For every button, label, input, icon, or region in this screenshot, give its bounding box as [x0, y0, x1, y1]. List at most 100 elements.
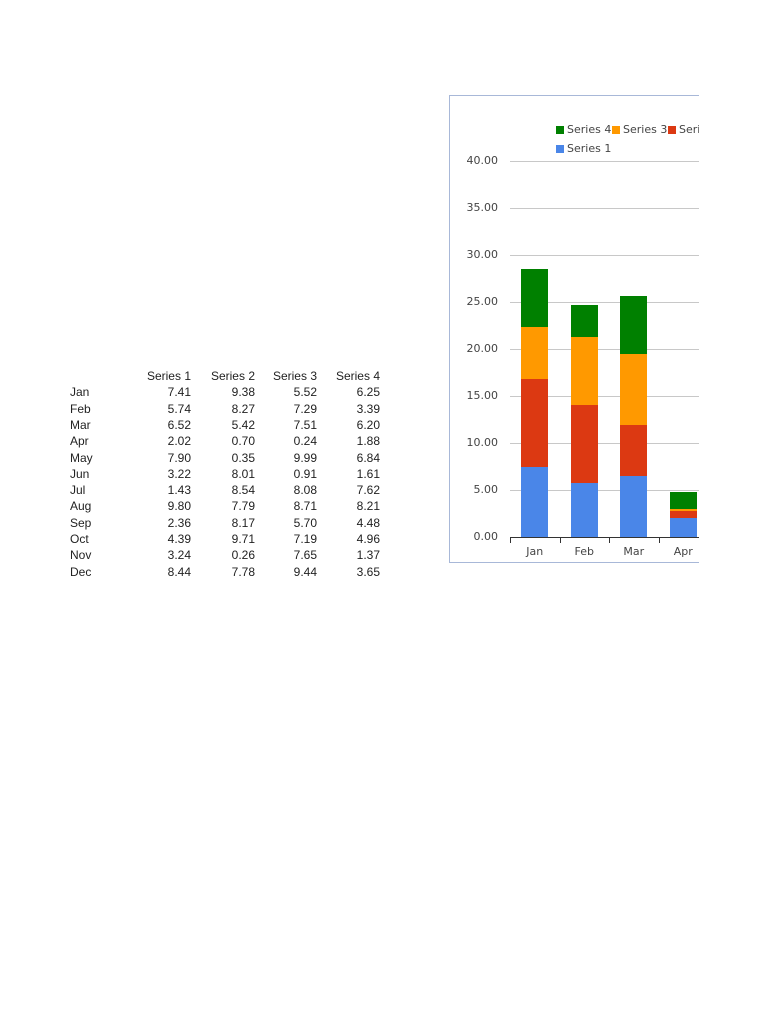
table-row: Nov 3.24 0.26 7.65 1.37: [70, 548, 390, 564]
column-header: Series 2: [210, 369, 255, 383]
legend-label: Series 3: [623, 123, 668, 136]
bar-segment-series-4: [521, 268, 549, 328]
row-label: Sep: [70, 515, 92, 530]
gridline: [510, 443, 699, 444]
column-header: Series 4: [335, 369, 380, 383]
cell-value: 7.19: [293, 532, 317, 546]
cell-value: 6.20: [356, 417, 380, 432]
row-label: Feb: [70, 401, 91, 416]
column-header: Series 3: [272, 369, 317, 383]
table-row: Sep 2.36 8.17 5.70 4.48: [70, 516, 390, 532]
gridline: [510, 396, 699, 397]
cell-value: 6.84: [356, 450, 380, 465]
cell-value: 8.44: [167, 564, 191, 579]
stacked-bar-chart: Series 4 Series 3 Seri Series 1 0.00 5.00 10.…: [449, 95, 699, 563]
row-label: May: [70, 450, 93, 465]
cell-value: 9.80: [167, 499, 191, 514]
legend-swatch-icon: [668, 125, 676, 134]
cell-value: 2.36: [167, 515, 191, 530]
row-label: Nov: [70, 548, 92, 563]
x-axis: [510, 537, 699, 538]
cell-value: 8.54: [231, 483, 255, 498]
cell-value: 5.70: [293, 515, 317, 530]
legend-swatch-icon: [556, 125, 564, 134]
cell-value: 3.22: [167, 466, 191, 481]
gridline: [510, 255, 699, 256]
cell-value: 7.29: [293, 401, 317, 416]
y-tick-label: 15.00: [466, 389, 499, 402]
cell-value: 5.52: [293, 385, 317, 400]
row-label: Oct: [70, 532, 89, 546]
x-tick: [510, 537, 511, 543]
bar-segment-series-2: [669, 511, 697, 518]
cell-value: 6.52: [167, 417, 191, 432]
table-row: Aug 9.80 7.79 8.71 8.21: [70, 499, 390, 515]
y-tick-label: 10.00: [466, 436, 499, 449]
bar-segment-series-1: [521, 467, 549, 537]
table-row: Feb 5.74 8.27 7.29 3.39: [70, 402, 390, 418]
cell-value: 8.71: [293, 499, 317, 514]
row-label: Jun: [70, 466, 90, 481]
table-row: Mar 6.52 5.42 7.51 6.20: [70, 418, 390, 434]
bar-segment-series-4: [620, 295, 648, 355]
legend-item: Series 4: [556, 123, 611, 136]
cell-value: 1.61: [356, 466, 380, 481]
x-tick-label: Mar: [623, 545, 645, 558]
legend-swatch-icon: [556, 144, 564, 153]
cell-value: 2.02: [167, 434, 191, 449]
cell-value: 0.70: [231, 434, 255, 449]
cell-value: 0.26: [231, 548, 255, 563]
cell-value: 7.78: [231, 564, 255, 579]
legend-label: Series 1: [567, 142, 612, 155]
cell-value: 0.91: [293, 466, 317, 481]
gridline: [510, 490, 699, 491]
legend-label: Seri: [679, 123, 699, 136]
cell-value: 1.37: [356, 548, 380, 563]
x-tick: [559, 537, 561, 543]
legend-item: Series 3: [612, 123, 667, 136]
bar-segment-series-3: [669, 509, 697, 512]
legend-label: Series 4: [567, 123, 612, 136]
row-label: Mar: [70, 417, 91, 432]
cell-value: 8.17: [231, 515, 255, 530]
bar-segment-series-4: [669, 491, 697, 510]
bar-mar: [620, 295, 648, 537]
cell-value: 1.88: [356, 434, 380, 449]
bar-segment-series-1: [669, 518, 697, 537]
cell-value: 7.90: [167, 450, 191, 465]
bar-segment-series-1: [620, 475, 648, 537]
row-label: Apr: [70, 434, 89, 449]
bar-segment-series-2: [620, 424, 648, 476]
y-tick-label: 25.00: [466, 295, 499, 308]
x-tick: [658, 537, 660, 543]
row-label: Jan: [70, 385, 90, 400]
cell-value: 0.35: [231, 450, 255, 465]
gridline: [510, 349, 699, 350]
cell-value: 8.01: [231, 466, 255, 481]
cell-value: 9.71: [231, 532, 255, 546]
bar-apr: [669, 491, 697, 537]
x-tick-label: Apr: [673, 545, 693, 558]
row-label: Dec: [70, 564, 92, 579]
cell-value: 4.48: [356, 515, 380, 530]
cell-value: 8.27: [231, 401, 255, 416]
legend-item: Seri: [668, 123, 699, 136]
bar-segment-series-2: [570, 405, 598, 484]
gridline: [510, 208, 699, 209]
cell-value: 0.24: [293, 434, 317, 449]
bar-feb: [570, 304, 598, 537]
cell-value: 9.99: [293, 450, 317, 465]
gridline: [510, 302, 699, 303]
cell-value: 5.74: [167, 401, 191, 416]
x-tick: [609, 537, 610, 543]
legend-item: Series 1: [556, 142, 611, 155]
cell-value: 7.51: [293, 417, 317, 432]
table-row: Dec 8.44 7.78 9.44 3.65: [70, 565, 390, 581]
cell-value: 7.65: [293, 548, 317, 563]
cell-value: 6.25: [356, 385, 380, 400]
bar-segment-series-4: [570, 304, 598, 337]
table-row: Jan 7.41 9.38 5.52 6.25: [70, 385, 390, 401]
row-label: Jul: [70, 483, 86, 498]
bar-segment-series-3: [620, 354, 648, 425]
bar-segment-series-1: [570, 483, 598, 537]
